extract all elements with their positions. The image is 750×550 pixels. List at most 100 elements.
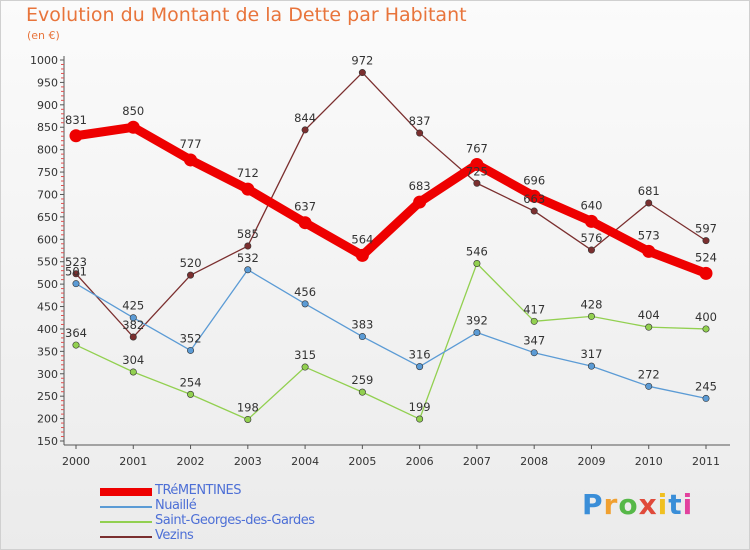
y-tick-label: 400 xyxy=(37,323,58,336)
data-label: 199 xyxy=(409,400,431,414)
series-line-2 xyxy=(75,262,707,421)
data-label: 972 xyxy=(351,54,373,68)
data-point xyxy=(244,266,252,274)
data-label: 245 xyxy=(695,379,717,393)
legend-label: Nuaillé xyxy=(155,498,197,513)
data-point xyxy=(702,237,710,245)
proxiti-logo: Proxiti xyxy=(582,488,694,521)
data-label: 663 xyxy=(523,192,545,206)
data-label: 456 xyxy=(294,285,316,299)
y-tick-label: 900 xyxy=(37,99,58,112)
data-point xyxy=(355,248,369,262)
data-label: 637 xyxy=(294,200,316,214)
data-label: 304 xyxy=(122,353,144,367)
data-point xyxy=(129,333,137,341)
y-tick-label: 750 xyxy=(37,166,58,179)
data-point xyxy=(187,390,195,398)
data-label: 520 xyxy=(180,256,202,270)
data-label: 317 xyxy=(580,347,602,361)
data-point xyxy=(587,246,595,254)
legend-label: Vezins xyxy=(155,528,194,543)
x-tick-label: 2002 xyxy=(177,455,205,468)
x-tick-label: 2011 xyxy=(692,455,720,468)
data-point xyxy=(358,388,366,396)
y-tick-label: 150 xyxy=(37,435,58,448)
y-tick-label: 1000 xyxy=(30,54,58,67)
legend-swatch xyxy=(100,506,152,508)
y-tick-label: 500 xyxy=(37,278,58,291)
data-point xyxy=(416,415,424,423)
data-point xyxy=(413,195,427,209)
data-label: 564 xyxy=(351,232,373,246)
data-point xyxy=(470,157,484,171)
data-point xyxy=(645,382,653,390)
data-label: 696 xyxy=(523,173,545,187)
data-label: 352 xyxy=(180,331,202,345)
y-tick-label: 650 xyxy=(37,211,58,224)
data-point xyxy=(301,363,309,371)
y-tick-label: 950 xyxy=(37,76,58,89)
data-point xyxy=(72,280,80,288)
y-tick-label: 700 xyxy=(37,188,58,201)
series-line-1 xyxy=(75,269,707,400)
data-label: 725 xyxy=(466,164,488,178)
legend-swatch xyxy=(100,521,152,523)
data-point xyxy=(298,216,312,230)
data-label: 767 xyxy=(466,141,488,155)
data-point xyxy=(530,317,538,325)
data-point xyxy=(587,312,595,320)
data-label: 347 xyxy=(523,334,545,348)
data-point xyxy=(584,214,598,228)
data-point xyxy=(587,362,595,370)
data-point xyxy=(244,242,252,250)
legend-swatch xyxy=(100,536,152,538)
data-point xyxy=(69,129,83,143)
data-label: 404 xyxy=(638,308,660,322)
data-point xyxy=(416,129,424,137)
data-point xyxy=(129,314,137,322)
data-label: 259 xyxy=(351,373,373,387)
data-point xyxy=(530,207,538,215)
data-point xyxy=(702,325,710,333)
data-point xyxy=(301,126,309,134)
data-point xyxy=(358,69,366,77)
legend-swatch xyxy=(100,488,152,496)
data-label: 844 xyxy=(294,111,316,125)
data-label: 837 xyxy=(409,114,431,128)
legend-label: TRéMENTINES xyxy=(155,483,242,498)
x-tick-label: 2007 xyxy=(463,455,491,468)
data-point xyxy=(244,415,252,423)
data-label: 573 xyxy=(638,228,660,242)
y-tick-label: 550 xyxy=(37,256,58,269)
data-label: 532 xyxy=(237,251,259,265)
data-point xyxy=(184,153,198,167)
data-label: 315 xyxy=(294,348,316,362)
y-tick-label: 600 xyxy=(37,233,58,246)
data-point xyxy=(642,244,656,258)
data-label: 850 xyxy=(122,104,144,118)
data-label: 392 xyxy=(466,314,488,328)
x-tick-label: 2000 xyxy=(62,455,90,468)
data-label: 585 xyxy=(237,227,259,241)
data-label: 683 xyxy=(409,179,431,193)
x-tick-label: 2008 xyxy=(520,455,548,468)
data-label: 198 xyxy=(237,400,259,414)
x-tick-label: 2003 xyxy=(234,455,262,468)
data-point xyxy=(645,199,653,207)
data-label: 383 xyxy=(351,318,373,332)
data-label: 576 xyxy=(580,231,602,245)
data-point xyxy=(473,329,481,337)
data-point xyxy=(473,259,481,267)
data-label: 524 xyxy=(695,250,717,264)
data-label: 316 xyxy=(409,348,431,362)
data-label: 417 xyxy=(523,302,545,316)
x-tick-label: 2005 xyxy=(348,455,376,468)
data-label: 777 xyxy=(180,137,202,151)
y-tick-label: 300 xyxy=(37,368,58,381)
data-point xyxy=(301,300,309,308)
data-point xyxy=(527,189,541,203)
data-label: 681 xyxy=(638,184,660,198)
data-label: 501 xyxy=(65,265,87,279)
